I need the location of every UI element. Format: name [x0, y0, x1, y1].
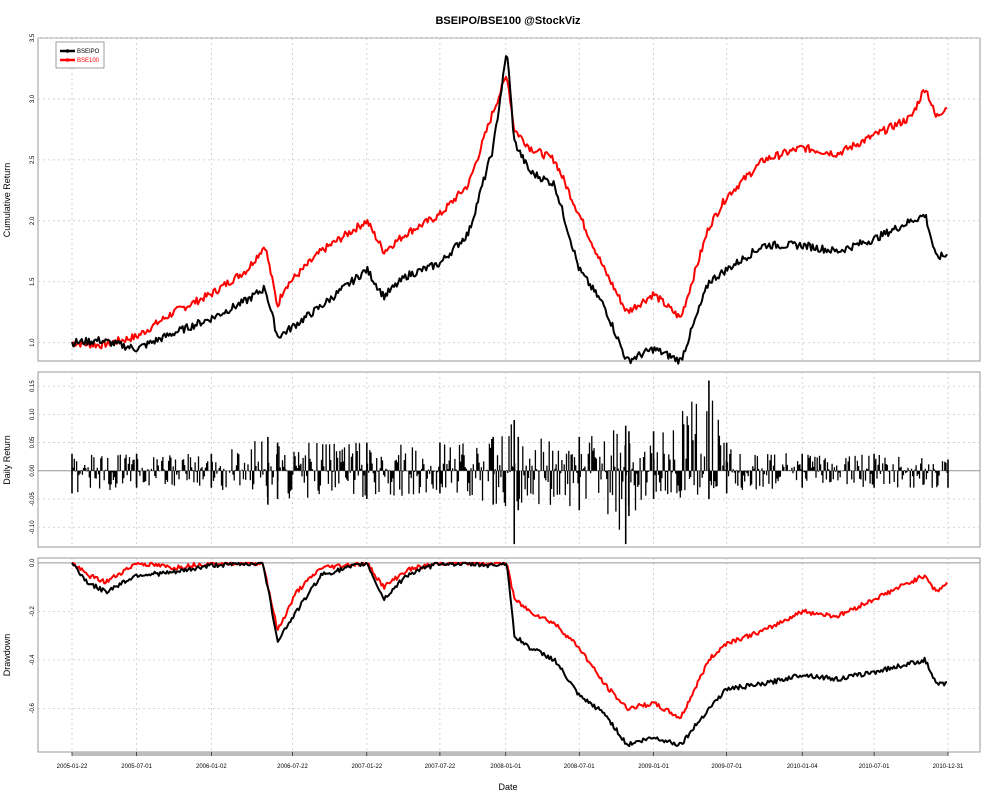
drawdown-yticks: -0.6 -0.4 -0.2 0.0: [30, 558, 36, 714]
daily-return-frame: [37, 371, 981, 548]
series-line-bse100-drawdown: [71, 561, 948, 720]
y-tick-label: 2.5: [30, 155, 36, 164]
x-tick-label: 2010-12-31: [933, 764, 964, 770]
x-tick-label: 2010-07-01: [859, 764, 890, 770]
x-tick-label: 2005-01-22: [57, 764, 88, 770]
y-tick-label: -0.6: [30, 703, 36, 714]
cumulative-return-yticks: 1.0 1.5 2.0 2.5 3.0 3.5: [30, 33, 36, 347]
y-tick-label: 0.10: [30, 408, 36, 420]
legend-marker-bse100: [65, 58, 70, 62]
drawdown-ylabel: Drawdown: [2, 634, 12, 677]
x-axis-label: Date: [498, 782, 517, 792]
daily-return-panel: -0.10 -0.05 0.00 0.05 0.10 0.15 Daily Return: [2, 371, 981, 548]
x-tick-label: 2008-07-01: [564, 764, 595, 770]
y-tick-label: 0.15: [30, 380, 36, 392]
drawdown-series: [71, 561, 948, 748]
legend-label-bse100: BSE100: [77, 58, 100, 64]
legend-label-bseipo: BSEIPO: [77, 49, 100, 55]
y-tick-label: 0.05: [30, 436, 36, 448]
x-tick-label: 2008-01-01: [490, 764, 521, 770]
y-tick-label: 0.0: [30, 558, 36, 567]
cumulative-return-panel: 1.0 1.5 2.0 2.5 3.0 3.5 Cumulative Return BSE…: [2, 33, 981, 365]
daily-return-yticks: -0.10 -0.05 0.00 0.05 0.10 0.15: [30, 380, 36, 534]
y-tick-label: 1.5: [30, 277, 36, 286]
legend: BSEIPO BSE100: [55, 41, 105, 69]
y-tick-label: 3.0: [30, 94, 36, 103]
cumulative-return-series: [71, 55, 948, 365]
y-tick-label: 3.5: [30, 33, 36, 42]
series-line-bseipo-cumulative: [71, 55, 948, 365]
y-tick-label: -0.4: [30, 654, 36, 665]
drawdown-panel: -0.6 -0.4 -0.2 0.0 Drawdown: [2, 557, 981, 753]
y-tick-label: -0.2: [30, 606, 36, 617]
series-line-bseipo-drawdown: [71, 561, 947, 748]
y-tick-label: -0.05: [30, 492, 36, 506]
legend-box: [55, 41, 105, 69]
drawdown-grid: [38, 558, 980, 752]
x-tick-label: 2009-07-01: [711, 764, 742, 770]
x-tick-label: 2006-07-22: [277, 764, 308, 770]
x-tick-label: 2006-01-02: [196, 764, 227, 770]
x-axis-ticks: 2005-01-22 2005-07-01 2006-01-02 2006-07-22…: [57, 752, 964, 770]
date-range-bar: [72, 752, 948, 756]
daily-return-series: [71, 380, 949, 545]
x-tick-label: 2010-01-04: [787, 764, 818, 770]
series-line-bseipo-daily-return: [71, 400, 948, 530]
daily-return-ylabel: Daily Return: [2, 435, 12, 485]
y-tick-label: 0.00: [30, 464, 36, 476]
series-line-bse100-cumulative: [71, 75, 948, 350]
y-tick-label: 2.0: [30, 216, 36, 225]
cumulative-return-ylabel: Cumulative Return: [2, 163, 12, 238]
y-tick-label: -0.10: [30, 520, 36, 534]
chart-title: BSEIPO/BSE100 @StockViz: [435, 15, 581, 27]
x-tick-label: 2007-07-22: [425, 764, 456, 770]
x-tick-label: 2009-01-01: [638, 764, 669, 770]
x-tick-label: 2007-01-22: [351, 764, 382, 770]
y-tick-label: 1.0: [30, 338, 36, 347]
x-tick-label: 2005-07-01: [121, 764, 152, 770]
legend-marker-bseipo: [65, 49, 70, 53]
